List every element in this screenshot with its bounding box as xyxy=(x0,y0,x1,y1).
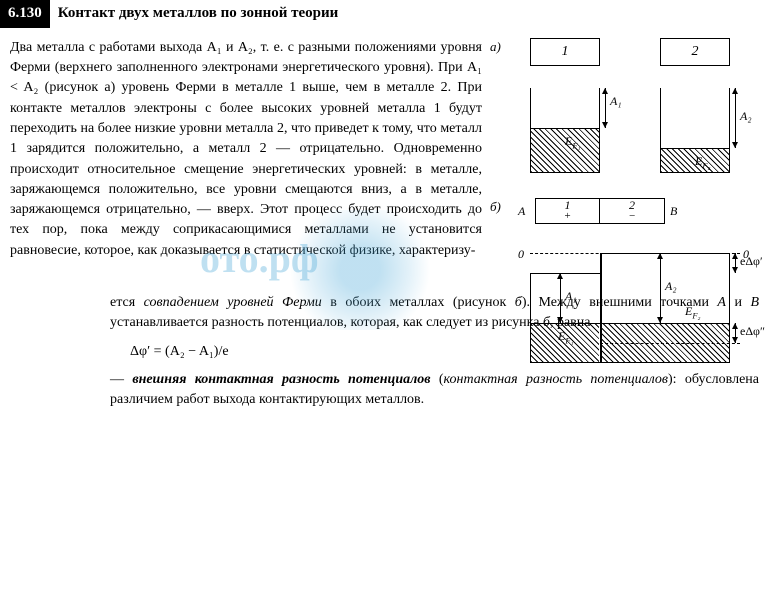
fig-b-edphi2: eΔφ″ xyxy=(740,323,765,340)
fig-a-arrow-a1 xyxy=(605,88,606,128)
fig-b-ef-line xyxy=(531,323,729,325)
fig-b-edphi1-arrow xyxy=(735,253,736,273)
fig-a-label: а) xyxy=(490,38,501,57)
fig-a-ef1-line xyxy=(531,128,599,130)
fig-b-ef1: EF₁ xyxy=(558,328,573,348)
description: — внешняя контактная разность потенциало… xyxy=(0,370,779,411)
fig-b-label: б) xyxy=(490,198,501,217)
fig-b-edphi2-arrow xyxy=(735,323,736,343)
fig-b-B: B xyxy=(670,203,677,220)
fig-a-box1: 1 xyxy=(530,38,600,66)
section-header: 6.130 Контакт двух металлов по зонной те… xyxy=(0,0,779,28)
fig-b-edphi1: eΔφ′ xyxy=(740,253,763,270)
fig-b-ef2: EF₂ xyxy=(685,303,700,323)
fig-a-ef2-label: EF₂ xyxy=(695,153,710,173)
fig-a-arrow-a2 xyxy=(735,88,736,148)
fig-b-a1-arrow xyxy=(560,273,561,323)
fig-a-a1-label: A₁ xyxy=(610,93,622,110)
fig-b-a2: A₂ xyxy=(665,278,677,295)
figure-column: а) 1 2 A₁ EF₁ A₂ EF₂ б) A 1+ 2− B 0 0 xyxy=(490,38,769,263)
fig-a-box2: 2 xyxy=(660,38,730,66)
fig-b-zero-left: 0 xyxy=(518,246,524,263)
fig-a-a2-label: A₂ xyxy=(740,108,752,125)
section-number: 6.130 xyxy=(0,0,50,28)
content-row: Два металла с работами выхода A₁ и A₂, т… xyxy=(0,38,779,263)
fig-b-a2-arrow xyxy=(660,253,661,323)
paragraph-1: Два металла с работами выхода A₁ и A₂, т… xyxy=(10,38,482,261)
fig-a-ef1-label: EF₁ xyxy=(565,133,580,153)
fig-a-ef2-line xyxy=(661,148,729,150)
fig-b-dash-bot xyxy=(600,343,740,344)
main-paragraph-col: Два металла с работами выхода A₁ и A₂, т… xyxy=(10,38,490,263)
fig-b-A: A xyxy=(518,203,525,220)
fig-b-box2: 2− xyxy=(600,198,665,224)
fig-b-box1: 1+ xyxy=(535,198,600,224)
fig-b-a1: A₁ xyxy=(565,288,577,305)
section-title: Контакт двух металлов по зонной теории xyxy=(58,3,339,25)
